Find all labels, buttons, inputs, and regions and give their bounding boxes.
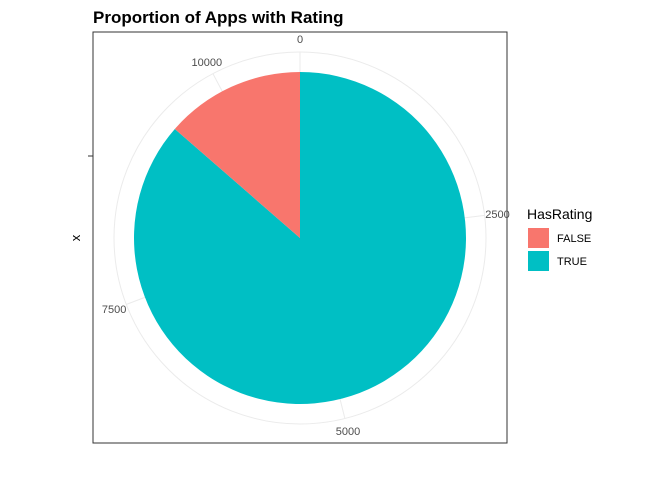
- theta-tick-label: 10000: [192, 57, 223, 69]
- pie-slice-false: [174, 72, 300, 238]
- theta-tick-label: 5000: [336, 426, 360, 438]
- theta-tick-label: 7500: [102, 304, 126, 316]
- chart-title: Proportion of Apps with Rating: [93, 8, 344, 27]
- y-axis-title: x: [68, 234, 83, 241]
- legend-title: HasRating: [527, 206, 592, 222]
- theta-tick-label: 2500: [485, 209, 509, 221]
- legend: HasRating FALSE TRUE: [527, 206, 592, 271]
- theta-tick-labels: 0 2500 5000 7500 10000: [102, 34, 510, 438]
- pie-slices: [133, 72, 466, 404]
- legend-key-true: [528, 251, 549, 271]
- legend-label-false: FALSE: [557, 233, 591, 245]
- legend-label-true: TRUE: [557, 256, 587, 268]
- legend-key-false: [528, 228, 549, 248]
- theta-tick-label: 0: [297, 34, 303, 46]
